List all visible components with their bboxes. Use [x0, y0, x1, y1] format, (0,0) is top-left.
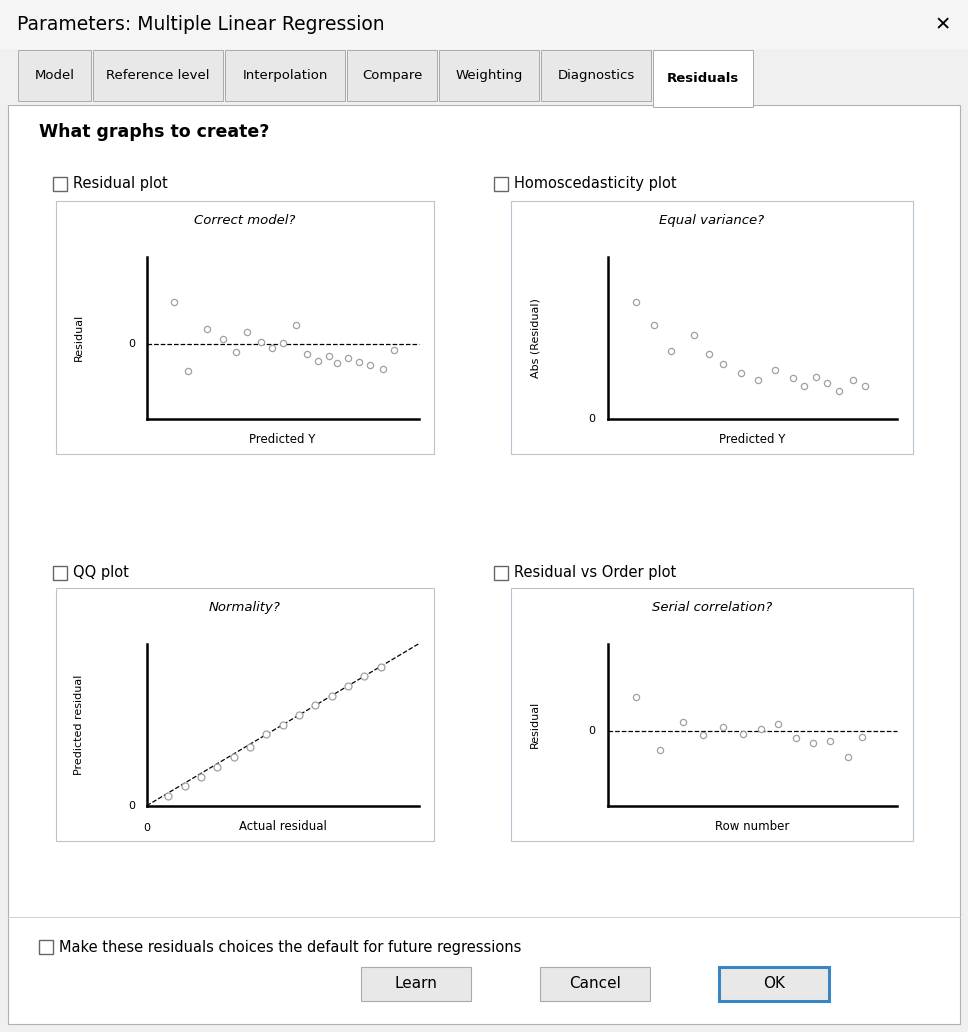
- Text: Reference level: Reference level: [106, 69, 210, 82]
- Bar: [8, 105, 960, 1024]
- Bar: [225, 50, 345, 101]
- Text: Residual plot: Residual plot: [74, 176, 168, 191]
- Text: Learn: Learn: [395, 976, 438, 992]
- Bar: [347, 50, 437, 101]
- Bar: [0, 50, 968, 105]
- Bar: [56, 588, 434, 841]
- Text: Make these residuals choices the default for future regressions: Make these residuals choices the default…: [59, 940, 521, 955]
- Text: ✕: ✕: [935, 15, 951, 34]
- Text: Parameters: Multiple Linear Regression: Parameters: Multiple Linear Regression: [17, 15, 385, 34]
- Text: Diagnostics: Diagnostics: [558, 69, 635, 82]
- Text: Model: Model: [35, 69, 75, 82]
- Text: Interpolation: Interpolation: [242, 69, 328, 82]
- Text: Weighting: Weighting: [455, 69, 523, 82]
- Text: Homoscedasticity plot: Homoscedasticity plot: [514, 176, 677, 191]
- Text: Residual vs Order plot: Residual vs Order plot: [514, 566, 676, 580]
- Text: OK: OK: [764, 976, 785, 992]
- Bar: [53, 176, 67, 191]
- Bar: [361, 967, 471, 1001]
- Bar: [719, 967, 830, 1001]
- Bar: [494, 566, 507, 580]
- Text: Compare: Compare: [362, 69, 422, 82]
- Bar: [653, 50, 753, 107]
- Bar: [494, 176, 507, 191]
- Text: QQ plot: QQ plot: [74, 566, 129, 580]
- Bar: [53, 566, 67, 580]
- Bar: [541, 50, 651, 101]
- Bar: [511, 588, 913, 841]
- Bar: [0, 0, 968, 50]
- Bar: [56, 201, 434, 454]
- Bar: [93, 50, 223, 101]
- Bar: [540, 967, 650, 1001]
- Text: What graphs to create?: What graphs to create?: [39, 123, 269, 141]
- Bar: [39, 940, 52, 955]
- Bar: [511, 201, 913, 454]
- Bar: [18, 50, 91, 101]
- Text: Cancel: Cancel: [569, 976, 621, 992]
- Text: Residuals: Residuals: [667, 72, 740, 85]
- Bar: [439, 50, 539, 101]
